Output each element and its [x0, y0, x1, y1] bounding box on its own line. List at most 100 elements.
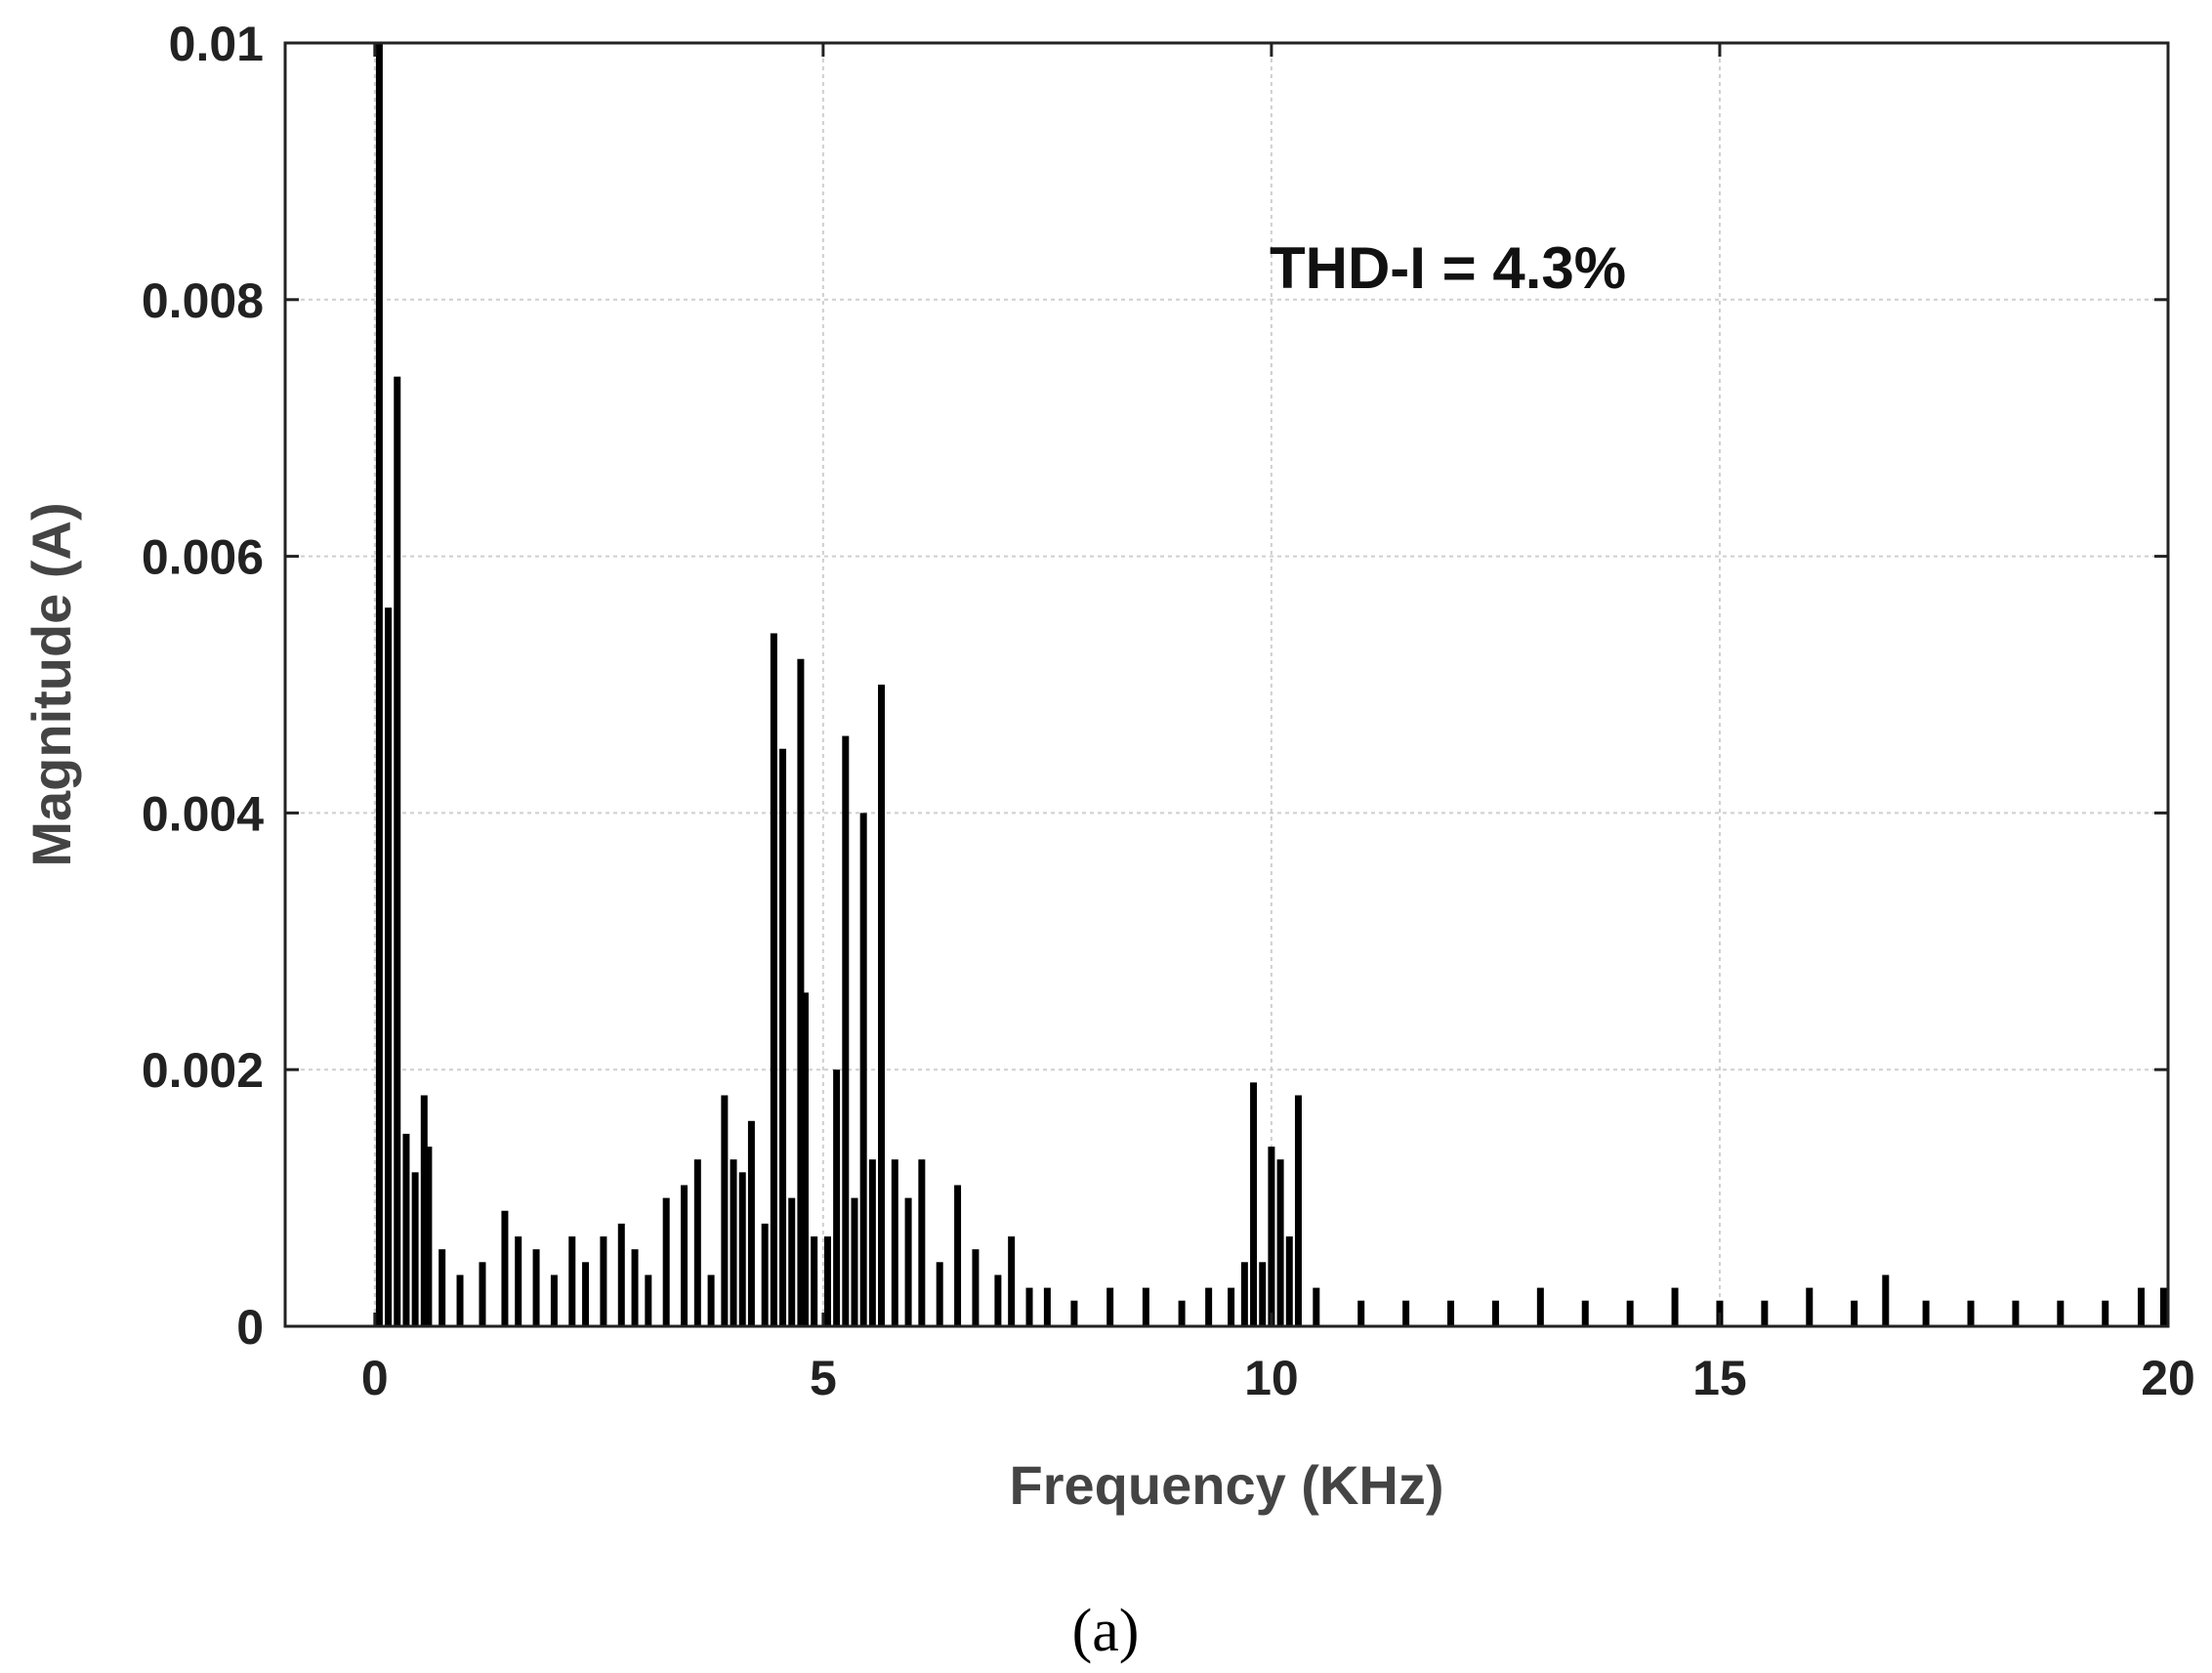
spectrum-bar — [721, 1095, 729, 1326]
spectrum-bar — [904, 1197, 912, 1326]
spectrum-bar — [2012, 1300, 2020, 1326]
spectrum-bar — [1008, 1236, 1016, 1326]
spectrum-bar — [681, 1185, 689, 1326]
y-tick-label: 0.01 — [169, 17, 264, 71]
spectrum-bar — [631, 1249, 639, 1326]
spectrum-bar — [1536, 1287, 1544, 1326]
x-axis-label: Frequency (KHz) — [1010, 1454, 1444, 1516]
spectrum-bar — [479, 1262, 486, 1326]
spectrum-bar — [1205, 1287, 1213, 1326]
spectrum-bar — [868, 1159, 876, 1326]
spectrum-bar — [1178, 1300, 1186, 1326]
y-tick-label: 0.002 — [142, 1043, 264, 1098]
spectrum-bar — [1851, 1300, 1858, 1326]
spectrum-bar — [2057, 1300, 2065, 1326]
x-tick-label: 5 — [810, 1351, 837, 1405]
spectrum-bar — [600, 1236, 607, 1326]
spectrum-bar — [1581, 1300, 1589, 1326]
spectrum-bar — [532, 1249, 540, 1326]
spectrum-bar — [936, 1262, 943, 1326]
grid-lines — [285, 42, 2169, 1327]
spectrum-bar — [456, 1275, 464, 1326]
x-tick-label: 10 — [1244, 1351, 1299, 1405]
spectrum-bar — [2159, 1287, 2167, 1326]
spectrum-bar — [425, 1147, 433, 1326]
x-tick-labels: 0 5 10 15 20 — [361, 1351, 2195, 1405]
spectrum-bar — [1025, 1287, 1033, 1326]
spectrum-bar — [1259, 1262, 1267, 1326]
spectrum-bar — [1285, 1236, 1293, 1326]
spectrum-bar — [1250, 1082, 1258, 1326]
thd-annotation: THD-I = 4.3% — [1270, 235, 1626, 301]
y-axis-label: Magnitude (A) — [21, 502, 82, 866]
spectrum-bar — [1070, 1300, 1078, 1326]
spectrum-bar — [918, 1159, 926, 1326]
spectrum-bar — [662, 1197, 670, 1326]
spectrum-bar — [1491, 1300, 1499, 1326]
spectrum-bar — [375, 43, 383, 1326]
spectrum-bar — [770, 633, 777, 1326]
spectrum-bar — [788, 1197, 796, 1326]
spectrum-bar — [1806, 1287, 1814, 1326]
spectrum-bar — [747, 1120, 755, 1326]
spectrum-bar — [1402, 1300, 1410, 1326]
spectrum-bar — [617, 1223, 625, 1326]
spectrum-bar — [394, 376, 401, 1326]
spectrum-bar — [402, 1133, 410, 1326]
x-tick-label: 15 — [1692, 1351, 1747, 1405]
spectrum-bar — [515, 1236, 522, 1326]
spectrum-bar — [568, 1236, 576, 1326]
spectrum-bar — [1142, 1287, 1149, 1326]
spectrum-bar — [501, 1210, 509, 1326]
spectrum-bar — [645, 1275, 652, 1326]
spectrum-bar — [2102, 1300, 2109, 1326]
spectrum-bar — [842, 735, 850, 1326]
spectrum-bar — [693, 1159, 701, 1326]
y-tick-label: 0.008 — [142, 273, 264, 328]
y-tick-label: 0.006 — [142, 530, 264, 585]
y-tick-label: 0.004 — [142, 786, 264, 841]
spectrum-bar — [1882, 1275, 1890, 1326]
spectrum-bar — [833, 1069, 841, 1326]
spectrum-bar — [1043, 1287, 1051, 1326]
spectrum-bar — [730, 1159, 737, 1326]
spectrum-bar — [438, 1249, 446, 1326]
spectrum-bar — [1313, 1287, 1320, 1326]
x-tick-label: 0 — [361, 1351, 389, 1405]
spectrum-bar — [385, 607, 393, 1326]
spectrum-bar — [779, 748, 787, 1326]
spectrum-bar — [420, 1095, 428, 1326]
spectrum-bar — [1240, 1262, 1248, 1326]
spectrum-bar — [851, 1197, 858, 1326]
spectrum-bar — [972, 1249, 980, 1326]
spectrum-bar — [2137, 1287, 2145, 1326]
spectrum-bar — [801, 992, 809, 1326]
spectrum-bar — [411, 1172, 419, 1326]
spectrum-bar — [994, 1275, 1002, 1326]
spectrum-bar — [1106, 1287, 1114, 1326]
spectrum-bar — [582, 1262, 590, 1326]
spectrum-bar — [859, 813, 867, 1326]
spectrum-bar — [1922, 1300, 1930, 1326]
spectrum-bar — [1447, 1300, 1455, 1326]
spectrum-bar — [1268, 1147, 1275, 1326]
plot-frame — [283, 41, 2170, 1328]
spectrum-bar — [1967, 1300, 1975, 1326]
spectrum-bar — [761, 1223, 769, 1326]
spectrum-bar — [707, 1275, 715, 1326]
spectrum-bar — [1761, 1300, 1769, 1326]
y-tick-label: 0 — [236, 1300, 264, 1355]
spectrum-bar — [797, 658, 805, 1326]
spectrum-bar — [954, 1185, 962, 1326]
spectrum-bar — [1228, 1287, 1235, 1326]
spectrum-bar — [823, 1236, 831, 1326]
spectrum-bars — [375, 43, 2167, 1326]
spectrum-bar — [1626, 1300, 1634, 1326]
spectrum-bar — [811, 1236, 818, 1326]
x-tick-label: 20 — [2141, 1351, 2195, 1405]
spectrum-bar — [1294, 1095, 1302, 1326]
axis-ticks — [285, 41, 2170, 1328]
spectrum-bar — [1276, 1159, 1284, 1326]
spectrum-bar — [878, 685, 886, 1326]
